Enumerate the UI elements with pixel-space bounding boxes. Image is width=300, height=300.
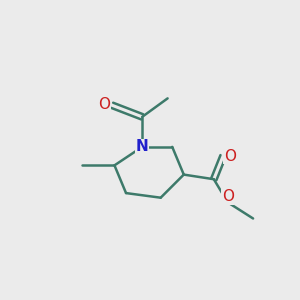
Text: O: O (98, 97, 110, 112)
Text: N: N (136, 140, 148, 154)
Text: O: O (222, 189, 234, 204)
Text: O: O (224, 148, 236, 164)
